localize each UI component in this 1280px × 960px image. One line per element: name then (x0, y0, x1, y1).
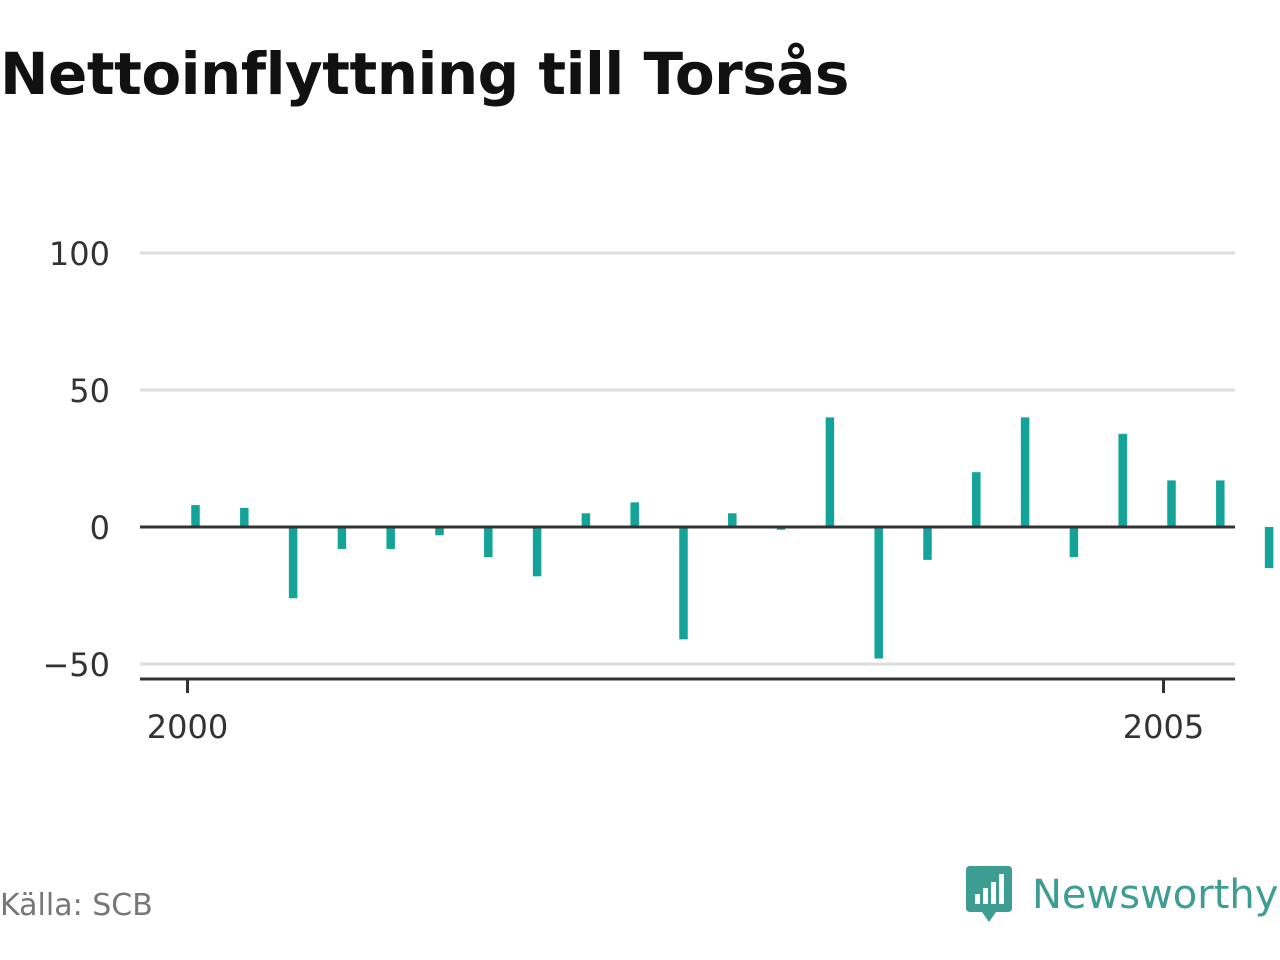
bar (825, 417, 835, 527)
page-title: Nettoinflyttning till Torsås (0, 40, 849, 108)
x-axis-tick-labels: 200020052010201520202025 (147, 708, 1204, 746)
bar (435, 527, 444, 536)
bar (288, 527, 298, 599)
source-label: Källa: SCB (0, 888, 153, 923)
bar (728, 513, 737, 527)
x-tick-label: 2005 (1123, 708, 1204, 746)
bar (337, 527, 347, 549)
brand-name: Newsworthy (1032, 872, 1279, 918)
bar (386, 527, 395, 549)
bar (240, 507, 249, 527)
gridlines (140, 251, 1235, 666)
bar (1167, 480, 1176, 527)
bar (1216, 480, 1225, 527)
bar (191, 505, 200, 527)
bar (972, 472, 981, 527)
bar (630, 502, 639, 527)
bar (874, 527, 883, 659)
bar (923, 527, 932, 560)
bar (581, 513, 591, 527)
y-tick-label: 100 (49, 235, 110, 273)
bar (679, 527, 688, 640)
brand: Newsworthy (964, 864, 1278, 926)
bar (1020, 417, 1030, 527)
y-tick-label: 0 (90, 509, 110, 547)
bar (532, 527, 542, 577)
bars (191, 417, 1274, 659)
y-tick-label: −50 (42, 646, 110, 684)
bar (1264, 527, 1274, 569)
bar (1069, 527, 1079, 558)
y-tick-label: 50 (69, 372, 110, 410)
x-tick-label: 2000 (147, 708, 228, 746)
y-axis-tick-labels: −50 0 50 100 (42, 235, 110, 684)
bar (1118, 433, 1127, 527)
newsworthy-logo-icon (966, 866, 1012, 922)
axes (140, 525, 1235, 693)
bar (484, 527, 493, 558)
